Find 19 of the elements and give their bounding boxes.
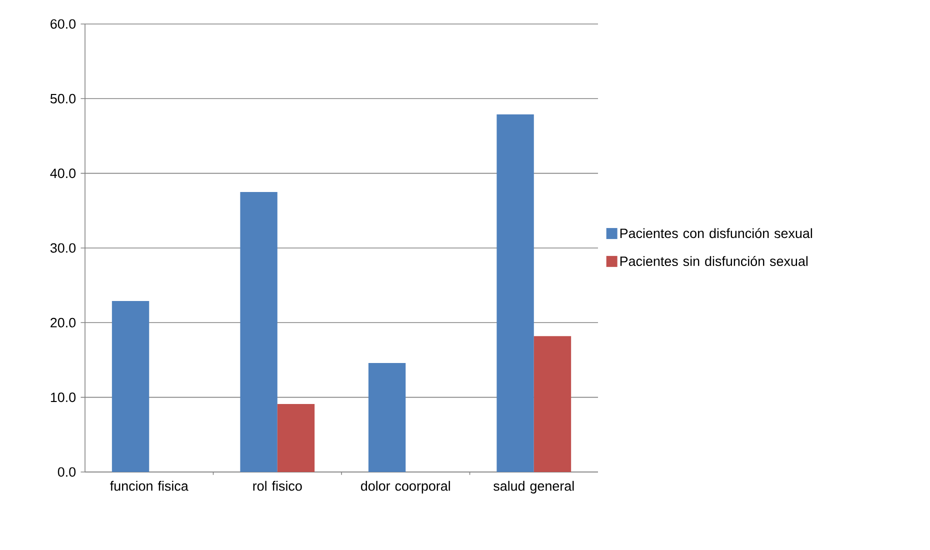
y-tick-label: 30.0 (50, 243, 76, 253)
bar (368, 362, 406, 472)
y-tick-label: 0.0 (58, 467, 76, 477)
y-tick-label: 20.0 (50, 318, 76, 328)
bar (240, 192, 278, 472)
legend-label: Pacientes sin disfunción sexual (620, 256, 808, 266)
y-tick-label: 10.0 (50, 392, 76, 402)
x-tick-label: dolor coorporal (360, 480, 450, 494)
legend-label: Pacientes con disfunción sexual (620, 228, 812, 238)
x-tick-label: salud general (494, 480, 574, 494)
bar (277, 404, 315, 472)
bar (534, 336, 572, 472)
y-tick-label: 60.0 (50, 19, 76, 29)
bar (496, 114, 534, 472)
y-tick-label: 40.0 (50, 168, 76, 178)
x-tick-label: rol fisico (253, 480, 302, 491)
bar (112, 300, 150, 472)
y-tick-label: 50.0 (50, 94, 76, 104)
x-tick-label: funcion fisica (110, 480, 188, 491)
